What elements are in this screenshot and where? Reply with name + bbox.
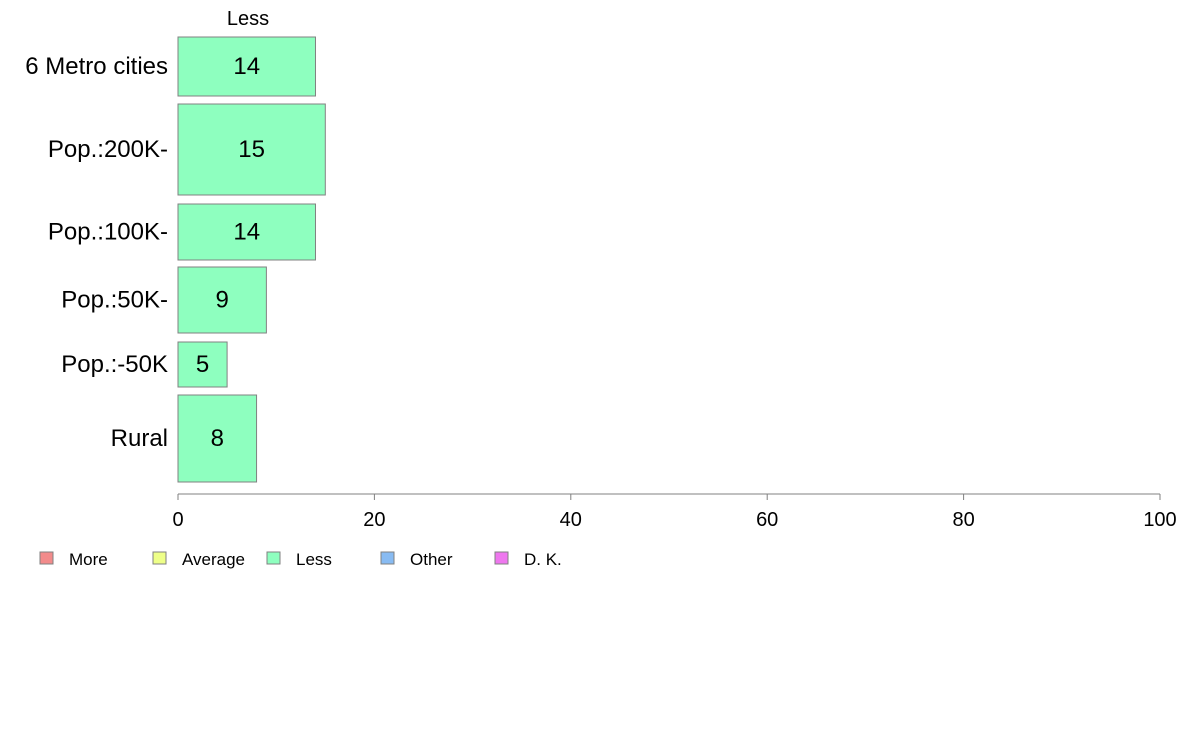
category-label: Pop.:200K- [48, 136, 168, 163]
x-tick-label: 20 [363, 509, 385, 531]
bar-value-label: 15 [238, 136, 265, 163]
category-label: Pop.:50K- [61, 287, 168, 314]
legend-label: More [69, 550, 108, 569]
bar [177, 394, 258, 483]
bar [177, 341, 228, 388]
bar-value-label: 5 [196, 351, 209, 378]
category-label: Rural [111, 425, 168, 452]
category-label: 6 Metro cities [25, 53, 168, 80]
legend-label: Average [182, 550, 245, 569]
x-tick-label: 80 [952, 509, 974, 531]
bar [177, 203, 316, 261]
category-label: Pop.:-50K [61, 351, 168, 378]
legend-label: D. K. [524, 550, 562, 569]
category-label: Pop.:100K- [48, 219, 168, 246]
series-title: Less [227, 8, 269, 30]
bar [177, 103, 326, 196]
bar-value-label: 14 [233, 53, 260, 80]
bar-value-label: 9 [216, 287, 229, 314]
bar [177, 36, 316, 97]
legend: More Average Less Other D. K. [39, 550, 562, 569]
legend-swatch [380, 551, 395, 565]
x-tick-label: 100 [1143, 509, 1176, 531]
x-tick-label: 40 [560, 509, 582, 531]
legend-label: Less [296, 550, 332, 569]
legend-swatch [39, 551, 54, 565]
legend-swatch [152, 551, 167, 565]
bar [177, 266, 267, 334]
legend-label: Other [410, 550, 453, 569]
bar-value-label: 8 [211, 425, 224, 452]
bar-value-label: 14 [233, 219, 260, 246]
legend-swatch [494, 551, 509, 565]
x-tick-label: 0 [172, 509, 183, 531]
bars-group: 14 6 Metro cities 15 Pop.:200K- 14 Pop.:100K-… [25, 36, 326, 483]
x-axis: 0 20 40 60 80 100 [172, 493, 1177, 531]
legend-swatch [266, 551, 281, 565]
x-tick-label: 60 [756, 509, 778, 531]
